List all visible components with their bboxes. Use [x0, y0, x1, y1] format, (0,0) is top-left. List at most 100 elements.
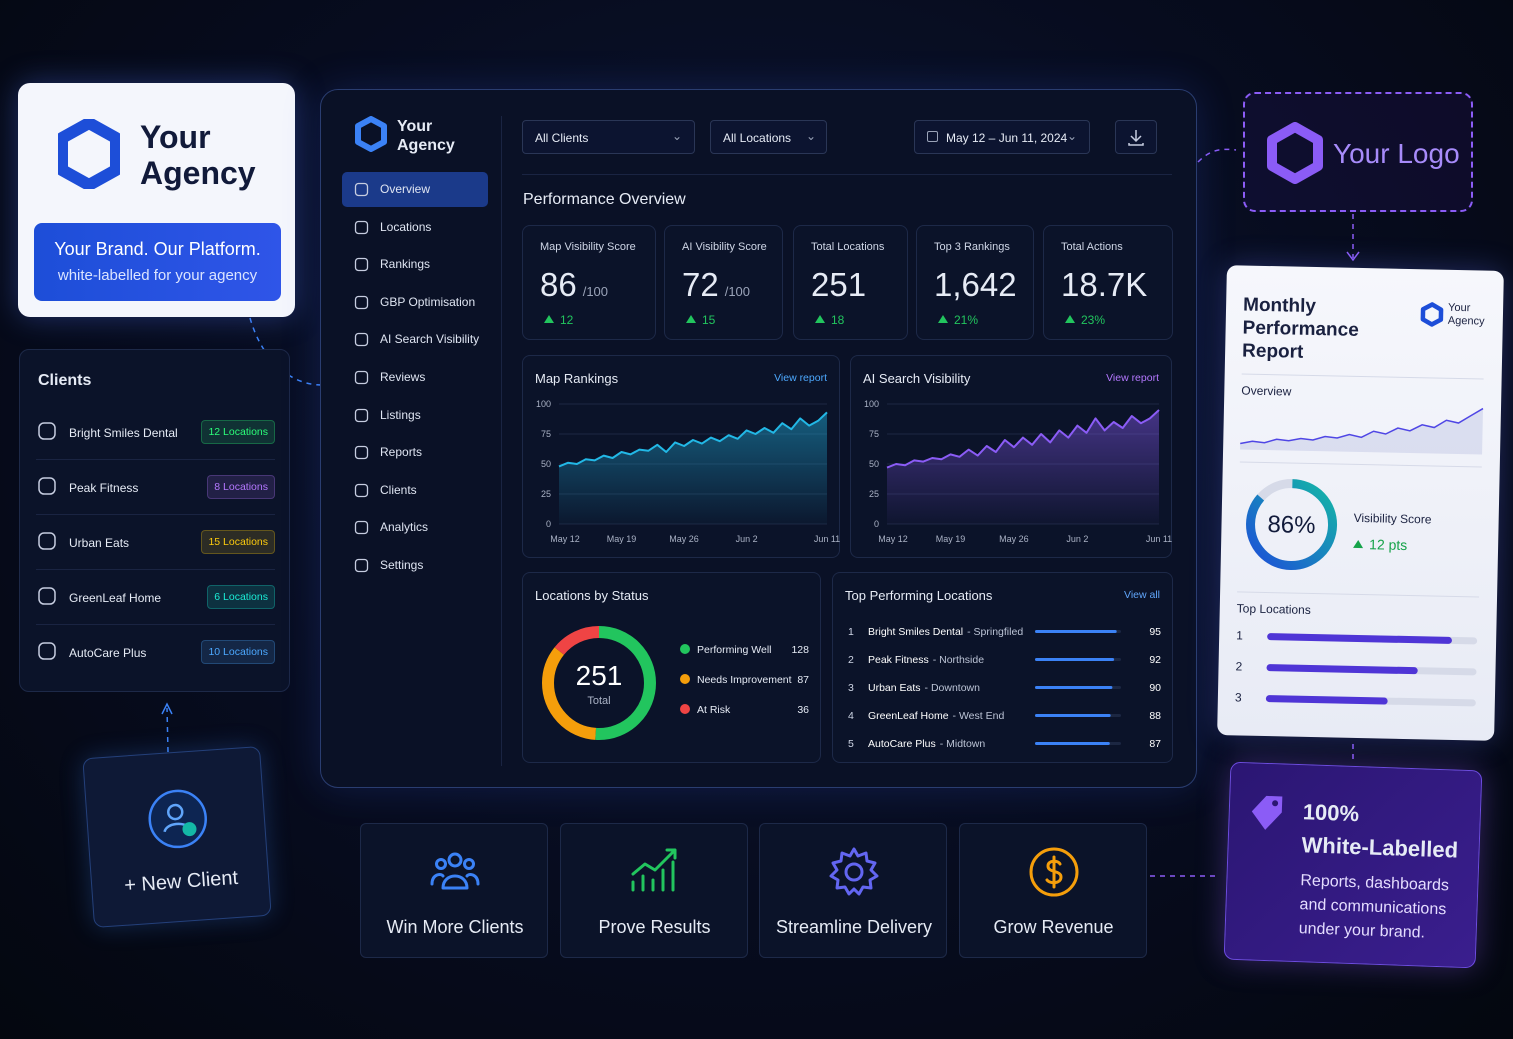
kpi-value: 86/100	[540, 266, 608, 304]
nav-item[interactable]: Settings	[380, 558, 424, 572]
delta-arrow	[815, 315, 825, 323]
report-title: Monthly Performance Report	[1242, 294, 1360, 365]
client-filter[interactable]: All Clients ⌄	[522, 120, 695, 154]
icon-shape	[354, 370, 369, 385]
delta-text: 18	[831, 313, 845, 327]
score-donut: 86%	[1246, 479, 1338, 571]
icon-shape	[354, 558, 369, 573]
feature-card[interactable]: Prove Results	[559, 823, 748, 958]
delta-arrow	[938, 315, 948, 323]
legend-label: Needs Improvement	[697, 674, 792, 686]
nav-item[interactable]: Analytics	[380, 520, 429, 535]
bar	[1035, 742, 1110, 745]
status-title: Locations by Status	[535, 588, 649, 603]
nav-item[interactable]: Listings	[380, 407, 421, 422]
delta-text: 12 pts	[1368, 536, 1408, 553]
rank: 1	[1236, 628, 1243, 642]
feature-card[interactable]: Streamline Delivery	[759, 823, 947, 958]
feature-title: Prove Results	[598, 917, 711, 937]
x-tick-label: May 12	[878, 534, 908, 544]
title-line: Performance	[1242, 317, 1360, 341]
chart-panel: AI Search Visibility View report 0 25 50 75 10…	[850, 355, 1172, 558]
nav-icon	[354, 333, 369, 347]
y-tick-label: 50	[869, 459, 879, 469]
section-heading: Performance Overview	[523, 191, 686, 208]
text-line: under your brand.	[1298, 920, 1426, 942]
nav-item[interactable]: Rankings	[380, 257, 431, 272]
agency-card: Your Agency Your Brand. Our Platform. whi…	[18, 83, 295, 317]
delta-text: 15	[702, 313, 716, 327]
client-name[interactable]: AutoCare Plus	[69, 646, 147, 660]
icon-shape	[354, 220, 369, 234]
kpi-unit: /100	[724, 284, 751, 299]
nav-item[interactable]: Reports	[380, 445, 423, 460]
client-icon	[38, 642, 56, 660]
client-name[interactable]: Bright Smiles Dental	[69, 426, 178, 440]
trend	[1240, 407, 1484, 455]
x-tick-label: Jun 11	[1146, 534, 1172, 544]
kpi-number: 72	[682, 266, 719, 303]
x-tick-label: May 19	[607, 534, 637, 544]
delta-text: 23%	[1081, 313, 1106, 327]
icon-shape	[38, 422, 56, 440]
brand-line: Your	[397, 118, 433, 135]
donut-total: 251	[576, 660, 623, 691]
top-title: Top Locations	[1236, 601, 1311, 617]
nav-item[interactable]: Clients	[380, 482, 417, 497]
icon-shape	[354, 521, 369, 535]
feature-icon	[1029, 847, 1078, 897]
logo-icon	[1267, 122, 1323, 184]
line-chart: 0 25 50 75 100 May 12 May 19 May 26 Jun 2 Jun 11	[536, 399, 840, 544]
kpi-card: AI Visibility Score 72/100 15	[664, 225, 783, 340]
client-badge: 6 Locations	[207, 585, 275, 609]
client-name[interactable]: GreenLeaf Home	[69, 591, 162, 605]
delta-arrow	[686, 315, 696, 323]
row-divider	[36, 459, 275, 460]
client-name[interactable]: Urban Eats	[69, 536, 130, 550]
title-line: White-Labelled	[1301, 832, 1459, 863]
chart-title: Map Rankings	[535, 371, 619, 386]
rank: 3	[1235, 690, 1242, 704]
row-divider	[36, 624, 275, 625]
logo-card: Your Logo	[1243, 92, 1473, 212]
new-client-icon	[148, 789, 207, 849]
feature-icon	[631, 848, 676, 892]
nav-item[interactable]: GBP Optimisation	[380, 294, 476, 309]
nav-item[interactable]: AI Search Visibility	[380, 332, 480, 347]
nav-item[interactable]: Overview	[380, 182, 431, 196]
kpi-unit: /100	[582, 284, 609, 299]
new-client-card[interactable]: + New Client	[82, 745, 272, 929]
trend-line	[1240, 407, 1484, 445]
location: Bright Smiles Dental - Springfiled	[868, 626, 1023, 638]
chart-link[interactable]: View report	[774, 372, 827, 384]
nav-item[interactable]: Locations	[380, 219, 432, 234]
location-area: - Northside	[933, 654, 985, 666]
feature-card[interactable]: Win More Clients	[360, 823, 548, 958]
title-line: Report	[1241, 340, 1304, 363]
kpi-number: 251	[811, 266, 867, 303]
client-name[interactable]: Peak Fitness	[69, 481, 139, 495]
value: 88	[1149, 710, 1161, 722]
top-link[interactable]: View all	[1124, 589, 1160, 601]
brand-line: Your	[1447, 301, 1471, 315]
date-filter[interactable]: May 12 – Jun 11, 2024 ⌄	[914, 120, 1090, 154]
feature-card[interactable]: Grow Revenue	[958, 823, 1147, 958]
title-line: Monthly	[1242, 294, 1317, 318]
tagline: Your Brand. Our Platform.	[54, 239, 261, 259]
download-button[interactable]	[1115, 120, 1157, 154]
donut-segment	[542, 626, 656, 740]
nav-item[interactable]: Reviews	[380, 370, 426, 384]
area	[559, 412, 827, 524]
kpi-value: 1,642	[934, 266, 1017, 304]
kpi-card: Top 3 Rankings 1,642 21%	[916, 225, 1034, 340]
y-tick-label: 100	[536, 399, 551, 409]
client-badge: 8 Locations	[207, 475, 275, 499]
dashboard: Your Agency All Clients ⌄ All Locations ⌄ M…	[320, 89, 1197, 788]
nav-active	[342, 172, 488, 207]
area	[887, 410, 1159, 524]
icon-shape	[354, 182, 369, 197]
location-filter[interactable]: All Locations ⌄	[710, 120, 827, 154]
x-tick-label: Jun 2	[1066, 534, 1088, 544]
chart-link[interactable]: View report	[1106, 372, 1159, 384]
